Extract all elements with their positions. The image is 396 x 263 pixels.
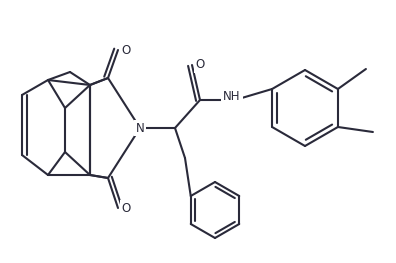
Text: O: O xyxy=(195,58,205,72)
Text: O: O xyxy=(122,43,131,57)
Text: O: O xyxy=(122,201,131,215)
Text: NH: NH xyxy=(223,89,241,103)
Text: N: N xyxy=(135,122,145,134)
